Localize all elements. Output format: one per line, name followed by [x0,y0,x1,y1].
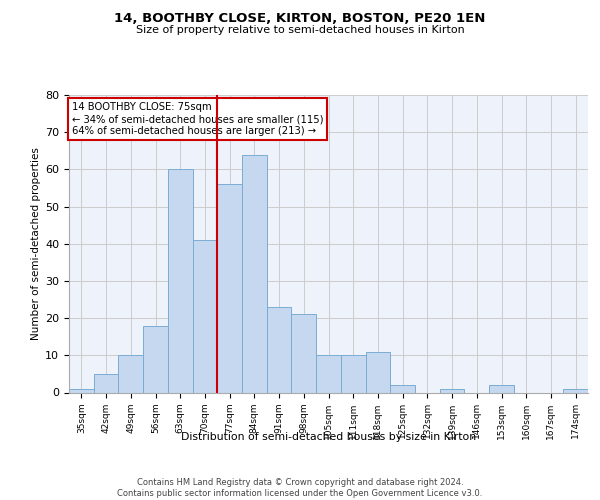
Bar [267,307,292,392]
Y-axis label: Number of semi-detached properties: Number of semi-detached properties [31,148,41,340]
Bar [390,385,415,392]
Bar [489,385,514,392]
Bar [118,356,143,393]
Bar [69,389,94,392]
Bar [143,326,168,392]
Bar [292,314,316,392]
Bar [217,184,242,392]
Text: 14, BOOTHBY CLOSE, KIRTON, BOSTON, PE20 1EN: 14, BOOTHBY CLOSE, KIRTON, BOSTON, PE20 … [115,12,485,26]
Bar [242,154,267,392]
Bar [563,389,588,392]
Text: 14 BOOTHBY CLOSE: 75sqm
← 34% of semi-detached houses are smaller (115)
64% of s: 14 BOOTHBY CLOSE: 75sqm ← 34% of semi-de… [71,102,323,136]
Text: Contains HM Land Registry data © Crown copyright and database right 2024.
Contai: Contains HM Land Registry data © Crown c… [118,478,482,498]
Bar [365,352,390,393]
Bar [440,389,464,392]
Bar [94,374,118,392]
Text: Distribution of semi-detached houses by size in Kirton: Distribution of semi-detached houses by … [181,432,476,442]
Bar [168,170,193,392]
Text: Size of property relative to semi-detached houses in Kirton: Size of property relative to semi-detach… [136,25,464,35]
Bar [341,356,365,393]
Bar [193,240,217,392]
Bar [316,356,341,393]
